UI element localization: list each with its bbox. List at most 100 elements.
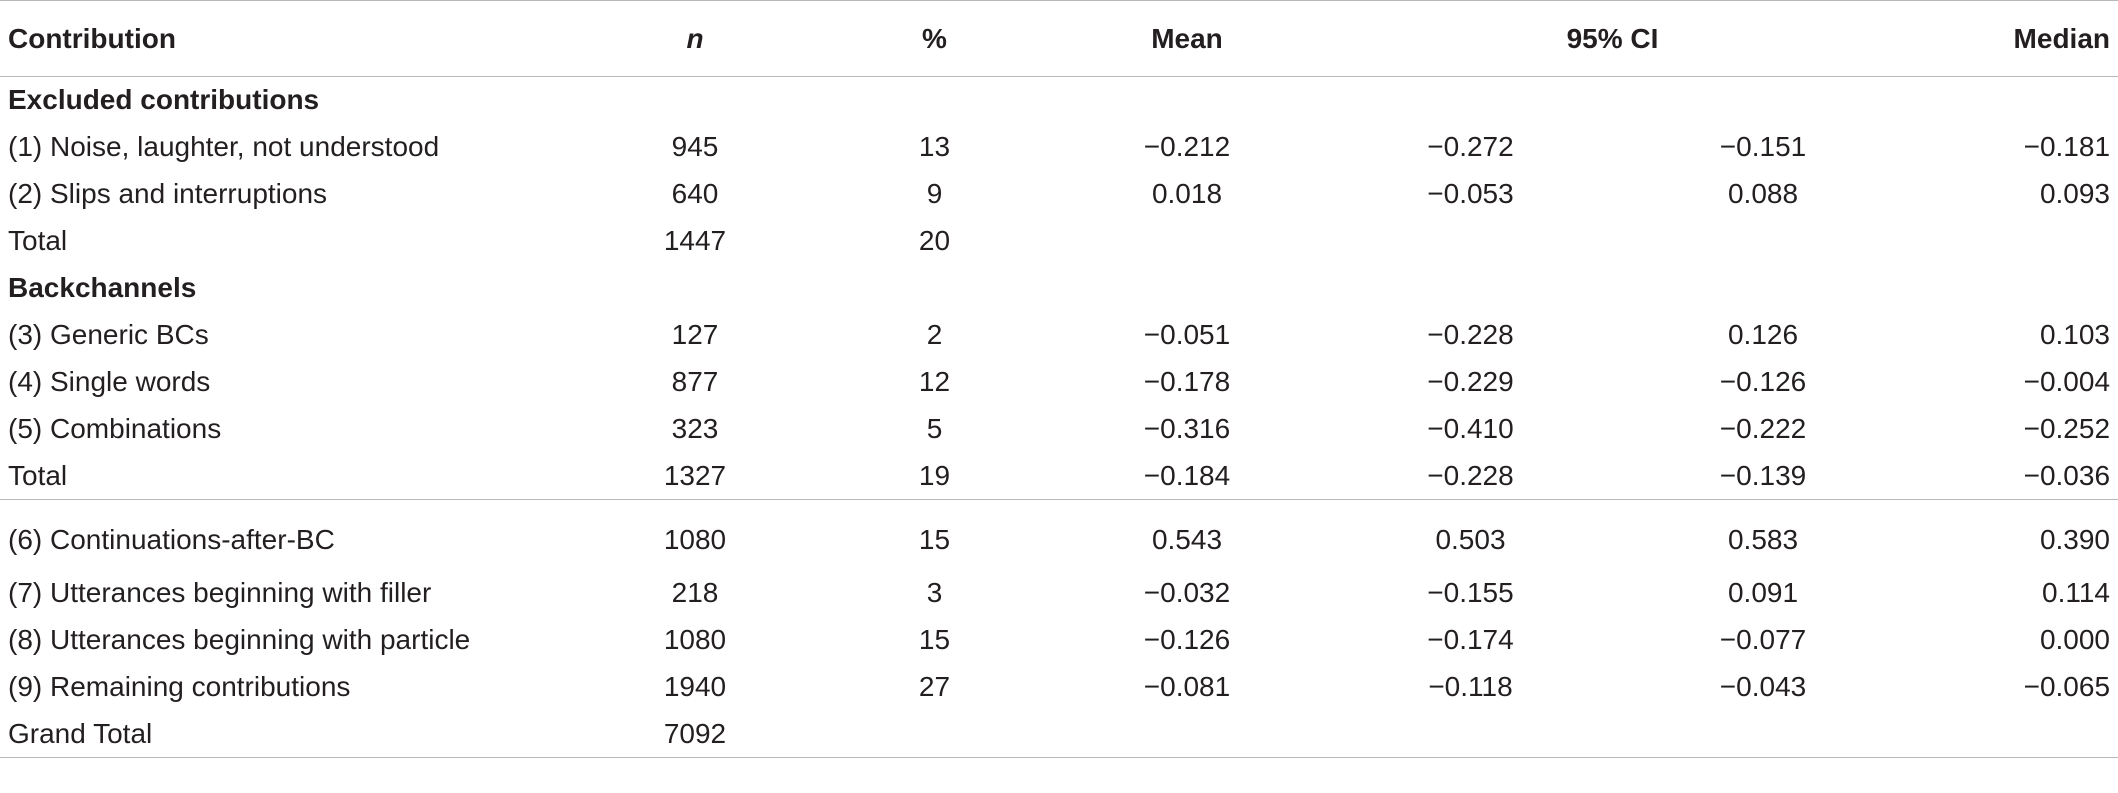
table-row: (2) Slips and interruptions 640 9 0.018 …	[0, 171, 2118, 218]
row-label: (1) Noise, laughter, not understood	[8, 131, 440, 162]
cell-mean: −0.051	[1143, 319, 1231, 350]
cell-ci-low: −0.053	[1427, 178, 1514, 209]
cell-n: 640	[671, 178, 719, 209]
table-row: Total 1327 19 −0.184 −0.228 −0.139 −0.03…	[0, 453, 2118, 500]
cell-mean: −0.178	[1143, 366, 1231, 397]
cell-ci-high: −0.139	[1719, 459, 1807, 491]
cell-n: 877	[671, 366, 719, 397]
table-row: (1) Noise, laughter, not understood 945 …	[0, 124, 2118, 171]
cell-ci-low	[1320, 710, 1621, 758]
table-row: (7) Utterances beginning with filler 218…	[0, 570, 2118, 617]
cell-ci-high: 0.126	[1727, 319, 1799, 350]
cell-percent: 15	[815, 499, 1054, 570]
section-label: Backchannels	[8, 272, 197, 303]
cell-ci-high	[1621, 710, 1906, 758]
cell-ci-low: −0.174	[1427, 624, 1514, 655]
cell-median: −0.065	[2023, 671, 2111, 702]
cell-n: 127	[671, 319, 719, 350]
cell-percent: 15	[918, 624, 951, 655]
section-row: Backchannels	[0, 265, 2118, 312]
row-label: Total	[8, 459, 68, 491]
header-contribution: Contribution	[0, 0, 575, 77]
cell-mean: −0.032	[1143, 577, 1231, 608]
header-n: n	[575, 0, 815, 77]
cell-median: 0.093	[2039, 178, 2111, 209]
row-label: (6) Continuations-after-BC	[0, 499, 575, 570]
contributions-table: Contribution n % Mean 95% CI Median Excl…	[0, 0, 2118, 758]
header-percent: %	[815, 0, 1054, 77]
cell-percent: 3	[926, 577, 943, 608]
row-label: (9) Remaining contributions	[8, 671, 351, 702]
cell-mean	[1054, 218, 1320, 265]
cell-percent: 27	[918, 671, 951, 702]
cell-ci-high: −0.126	[1719, 366, 1807, 397]
cell-ci-low: −0.272	[1427, 131, 1514, 162]
table-row: (3) Generic BCs 127 2 −0.051 −0.228 0.12…	[0, 312, 2118, 359]
header-row: Contribution n % Mean 95% CI Median	[0, 0, 2118, 77]
header-mean: Mean	[1054, 0, 1320, 77]
cell-n: 945	[671, 131, 719, 162]
cell-mean: 0.018	[1151, 178, 1223, 209]
cell-median: −0.181	[2023, 131, 2111, 162]
cell-ci-high: −0.151	[1719, 131, 1807, 162]
cell-ci-high: 0.091	[1727, 577, 1799, 608]
table-row: (4) Single words 877 12 −0.178 −0.229 −0…	[0, 359, 2118, 406]
cell-median: 0.390	[1905, 499, 2118, 570]
cell-ci-low: −0.155	[1427, 577, 1514, 608]
cell-mean: −0.126	[1143, 624, 1231, 655]
cell-ci-high	[1621, 218, 1905, 265]
cell-ci-low: −0.118	[1428, 671, 1513, 702]
cell-mean: 0.543	[1054, 499, 1320, 570]
cell-ci-high: −0.077	[1719, 624, 1807, 655]
table-row: (6) Continuations-after-BC 1080 15 0.543…	[0, 499, 2118, 570]
row-label: Grand Total	[0, 710, 575, 758]
cell-ci-low	[1320, 218, 1621, 265]
section-row: Excluded contributions	[0, 77, 2118, 124]
cell-ci-low: −0.228	[1427, 459, 1514, 491]
cell-n: 218	[671, 577, 719, 608]
cell-ci-low: −0.229	[1427, 366, 1514, 397]
section-label: Excluded contributions	[8, 84, 320, 116]
cell-mean: −0.316	[1143, 413, 1231, 444]
cell-ci-high: 0.088	[1727, 178, 1799, 209]
cell-ci-low: −0.410	[1427, 413, 1514, 444]
cell-mean: −0.081	[1143, 671, 1231, 702]
cell-n: 1940	[663, 671, 727, 702]
row-label: (8) Utterances beginning with particle	[8, 624, 471, 655]
cell-median: −0.252	[2023, 413, 2111, 444]
table-row: (9) Remaining contributions 1940 27 −0.0…	[0, 664, 2118, 711]
cell-median	[1905, 710, 2118, 758]
cell-percent: 5	[926, 413, 943, 444]
cell-n: 1080	[575, 499, 815, 570]
header-median: Median	[1905, 0, 2118, 77]
cell-mean: −0.184	[1143, 459, 1231, 491]
cell-n: 323	[671, 413, 719, 444]
cell-mean: −0.212	[1143, 131, 1231, 162]
row-label: (7) Utterances beginning with filler	[8, 577, 432, 608]
row-label: (4) Single words	[8, 366, 211, 397]
cell-median: 0.114	[2042, 577, 2111, 608]
cell-mean	[1054, 710, 1320, 758]
cell-percent: 12	[918, 366, 951, 397]
cell-median: −0.004	[2023, 366, 2111, 397]
cell-ci-low: 0.503	[1320, 499, 1621, 570]
cell-median: 0.103	[2039, 319, 2111, 350]
row-label: (3) Generic BCs	[8, 319, 209, 350]
cell-percent: 9	[926, 178, 943, 209]
cell-median: 0.000	[2039, 624, 2111, 655]
cell-median: −0.036	[2023, 459, 2111, 491]
cell-percent: 20	[918, 225, 951, 256]
cell-percent	[815, 710, 1054, 758]
table-row: Grand Total 7092	[0, 710, 2118, 758]
table-row: Total 1447 20	[0, 218, 2118, 265]
table-row: (8) Utterances beginning with particle 1…	[0, 617, 2118, 664]
cell-ci-low: −0.228	[1427, 319, 1514, 350]
cell-ci-high: −0.043	[1719, 671, 1807, 702]
cell-percent: 2	[926, 319, 943, 350]
row-label: (2) Slips and interruptions	[8, 178, 328, 209]
row-label: (5) Combinations	[8, 413, 222, 444]
cell-percent: 13	[918, 131, 951, 162]
cell-n: 1447	[663, 225, 727, 256]
cell-n: 1080	[663, 624, 727, 655]
